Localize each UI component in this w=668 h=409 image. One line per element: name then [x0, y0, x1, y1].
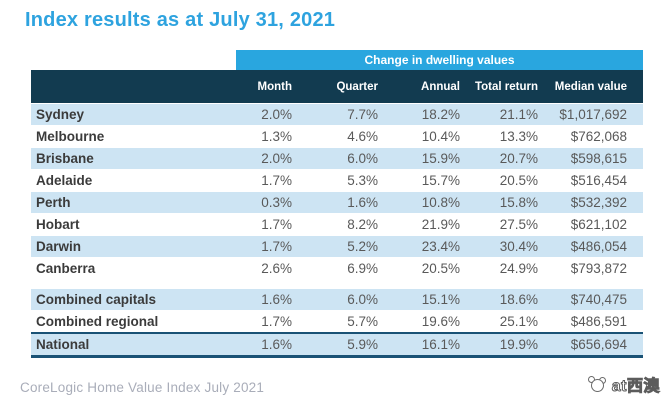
row-value: 21.1%	[464, 103, 542, 126]
col-header-quarter: Quarter	[296, 70, 382, 104]
row-label: Brisbane	[31, 147, 236, 170]
row-value: 13.3%	[464, 125, 542, 148]
table-row: Darwin 1.7% 5.2% 23.4% 30.4% $486,054	[31, 235, 643, 258]
row-value: 20.5%	[464, 169, 542, 192]
row-value: 27.5%	[464, 213, 542, 236]
page-title: Index results as at July 31, 2021	[25, 9, 336, 31]
row-value: 21.9%	[382, 213, 464, 236]
row-value: 16.1%	[382, 332, 464, 358]
row-value: $516,454	[542, 169, 643, 192]
row-label: Darwin	[31, 235, 236, 258]
row-value: 10.4%	[382, 125, 464, 148]
col-header-median-value: Median value	[542, 70, 643, 104]
watermark-text: at西澳	[611, 378, 660, 396]
row-label: Melbourne	[31, 125, 236, 148]
col-header-annual: Annual	[382, 70, 464, 104]
row-value: 15.8%	[464, 191, 542, 214]
row-value: 1.6%	[236, 332, 296, 358]
row-label: National	[31, 332, 236, 358]
col-header-month: Month	[236, 70, 296, 104]
row-value: 30.4%	[464, 235, 542, 258]
row-value: 19.6%	[382, 310, 464, 333]
row-value: 20.5%	[382, 257, 464, 279]
row-value: 1.7%	[236, 235, 296, 258]
row-value: 15.1%	[382, 288, 464, 311]
table-row: Sydney 2.0% 7.7% 18.2% 21.1% $1,017,692	[31, 103, 643, 126]
row-value: $486,054	[542, 235, 643, 258]
row-label: Combined capitals	[31, 288, 236, 311]
row-value: 1.6%	[296, 191, 382, 214]
row-value: 5.2%	[296, 235, 382, 258]
col-header-total-return: Total return	[464, 70, 542, 104]
row-label: Sydney	[31, 103, 236, 126]
row-value: 24.9%	[464, 257, 542, 279]
row-value: 2.6%	[236, 257, 296, 279]
row-value: 0.3%	[236, 191, 296, 214]
row-value: 1.7%	[236, 169, 296, 192]
table-header-row: Month Quarter Annual Total return Median…	[31, 70, 643, 104]
table-row: Combined capitals 1.6% 6.0% 15.1% 18.6% $740,…	[31, 288, 643, 311]
row-value: 5.9%	[296, 332, 382, 358]
row-label: Adelaide	[31, 169, 236, 192]
table-row: Adelaide 1.7% 5.3% 15.7% 20.5% $516,454	[31, 169, 643, 192]
source-caption: CoreLogic Home Value Index July 2021	[20, 380, 265, 395]
row-label: Canberra	[31, 257, 236, 279]
koala-logo-icon	[587, 375, 607, 393]
table-row: Canberra 2.6% 6.9% 20.5% 24.9% $793,872	[31, 257, 643, 279]
row-value: 23.4%	[382, 235, 464, 258]
row-value: $762,068	[542, 125, 643, 148]
row-value: 10.8%	[382, 191, 464, 214]
row-value: 2.0%	[236, 147, 296, 170]
row-value: 15.9%	[382, 147, 464, 170]
row-value: $1,017,692	[542, 103, 643, 126]
row-value: 1.7%	[236, 310, 296, 333]
row-value: $486,591	[542, 310, 643, 333]
row-value: 15.7%	[382, 169, 464, 192]
row-value: 1.7%	[236, 213, 296, 236]
row-label: Hobart	[31, 213, 236, 236]
row-value: 4.6%	[296, 125, 382, 148]
row-value: $598,615	[542, 147, 643, 170]
index-results-table: Month Quarter Annual Total return Median…	[31, 70, 643, 358]
row-label: Combined regional	[31, 310, 236, 333]
row-value: 6.0%	[296, 147, 382, 170]
watermark: at西澳	[587, 372, 660, 396]
row-value: 5.3%	[296, 169, 382, 192]
row-value: $532,392	[542, 191, 643, 214]
row-value: $656,694	[542, 332, 643, 358]
row-value: 7.7%	[296, 103, 382, 126]
row-value: 25.1%	[464, 310, 542, 333]
table-row: Hobart 1.7% 8.2% 21.9% 27.5% $621,102	[31, 213, 643, 236]
table-row: Perth 0.3% 1.6% 10.8% 15.8% $532,392	[31, 191, 643, 214]
table-group-header: Change in dwelling values	[236, 50, 643, 70]
row-value: 6.0%	[296, 288, 382, 311]
row-value: 18.2%	[382, 103, 464, 126]
row-value: 8.2%	[296, 213, 382, 236]
table-row: National 1.6% 5.9% 16.1% 19.9% $656,694	[31, 332, 643, 358]
table-row: Combined regional 1.7% 5.7% 19.6% 25.1% $486,…	[31, 310, 643, 333]
table-row: Brisbane 2.0% 6.0% 15.9% 20.7% $598,615	[31, 147, 643, 170]
row-value: 20.7%	[464, 147, 542, 170]
row-value: 5.7%	[296, 310, 382, 333]
row-value: 18.6%	[464, 288, 542, 311]
row-value: 19.9%	[464, 332, 542, 358]
spacer-row	[31, 279, 643, 289]
row-value: $740,475	[542, 288, 643, 311]
row-label: Perth	[31, 191, 236, 214]
row-value: 2.0%	[236, 103, 296, 126]
col-header-region	[31, 70, 236, 104]
row-value: 1.6%	[236, 288, 296, 311]
row-value: $793,872	[542, 257, 643, 279]
row-value: 1.3%	[236, 125, 296, 148]
row-value: 6.9%	[296, 257, 382, 279]
row-value: $621,102	[542, 213, 643, 236]
table-row: Melbourne 1.3% 4.6% 10.4% 13.3% $762,068	[31, 125, 643, 148]
